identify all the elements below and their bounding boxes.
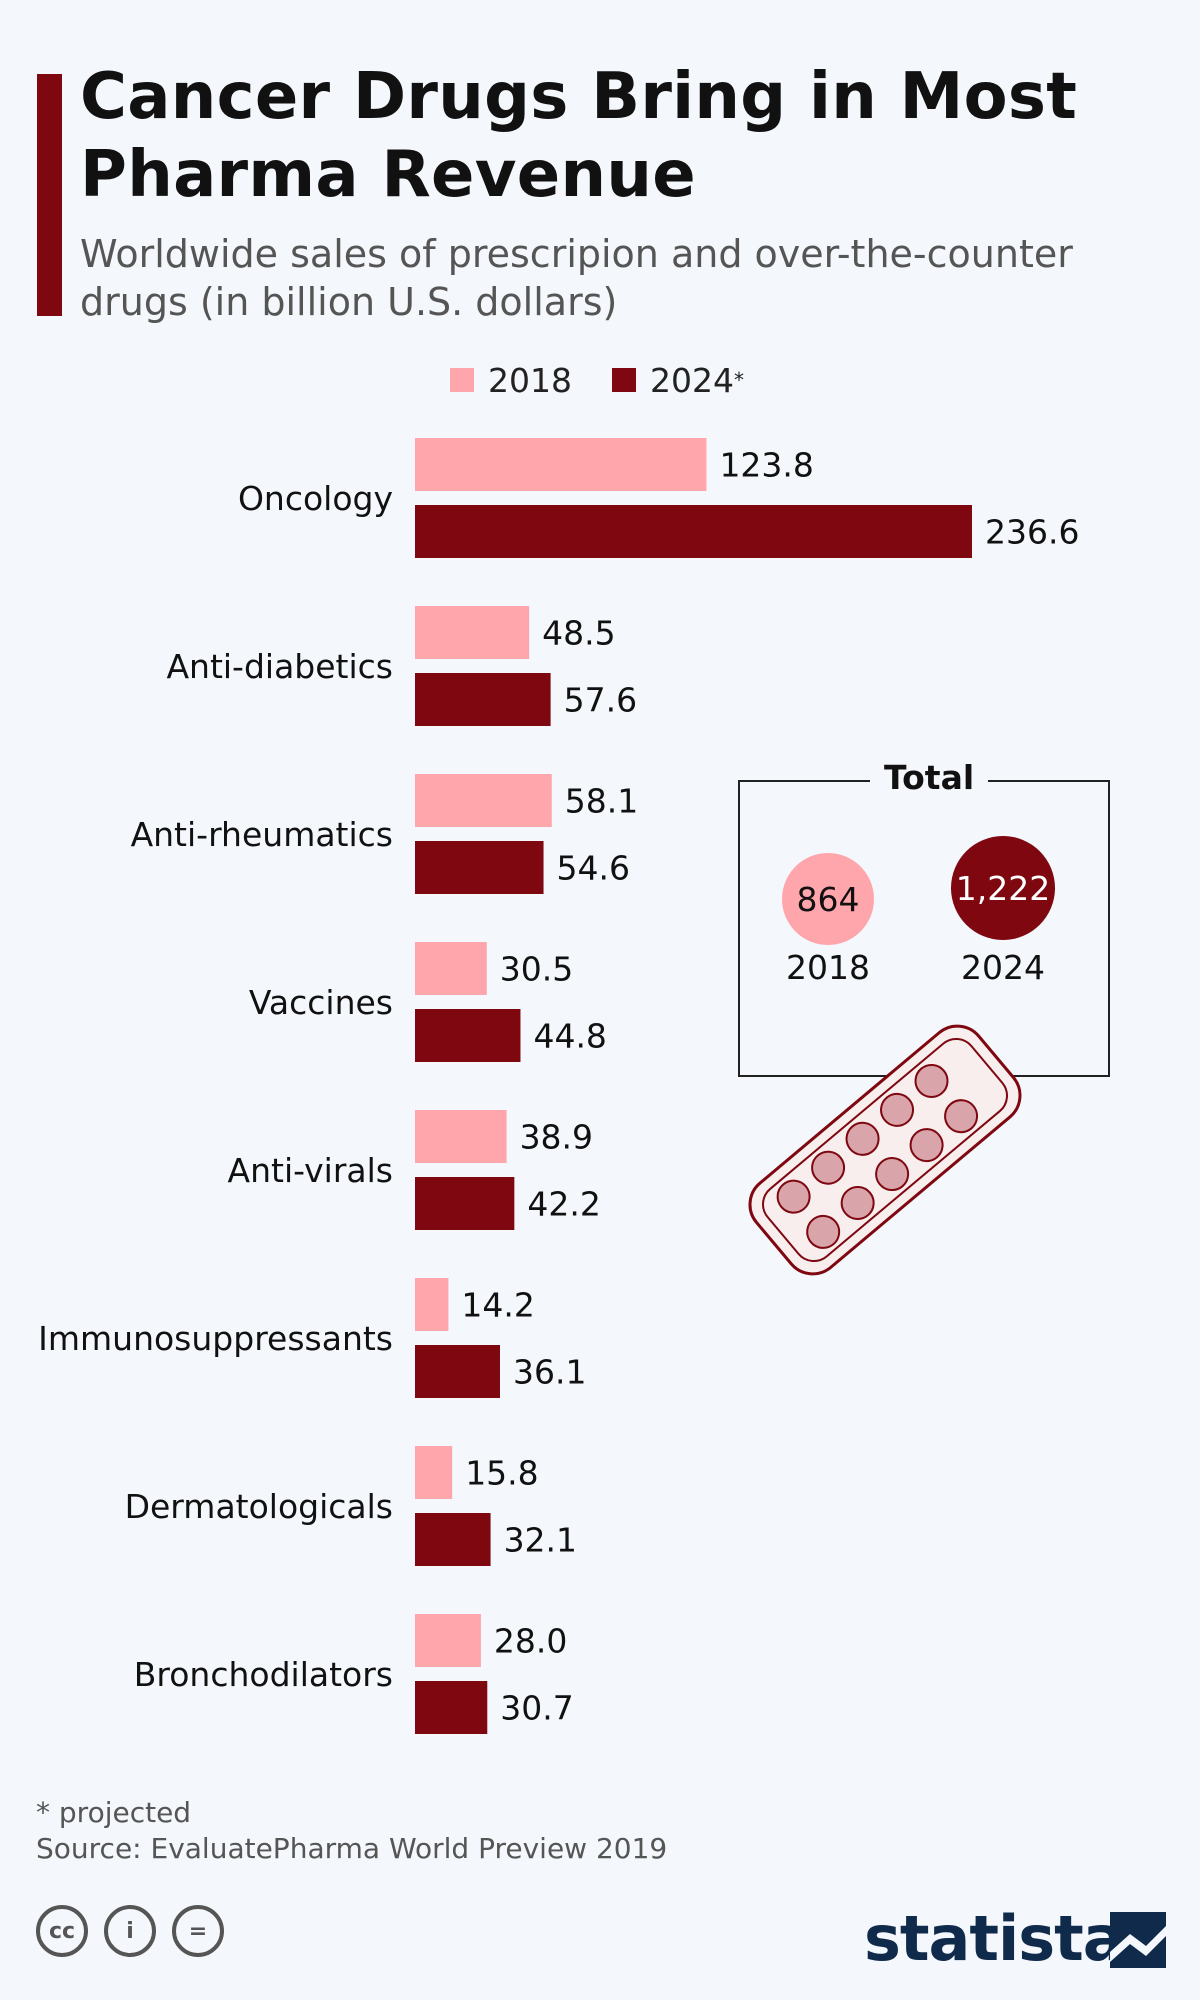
total-value-2018: 864 <box>796 879 860 919</box>
legend-item-2018: 2018 <box>450 361 572 400</box>
bar-anti-rheumatics-2018 <box>415 774 552 827</box>
category-label-oncology: Oncology <box>238 479 393 518</box>
data-label-dermatologicals-2024: 32.1 <box>504 1521 577 1560</box>
total-label: Total <box>870 758 989 797</box>
legend-item-2024: 2024 * <box>611 360 744 400</box>
bar-vaccines-2024 <box>415 1009 521 1062</box>
attribution-icon[interactable]: i <box>104 1905 156 1957</box>
category-label-vaccines: Vaccines <box>249 983 393 1022</box>
category-label-anti-rheumatics: Anti-rheumatics <box>131 815 393 854</box>
data-label-immunosuppressants-2024: 36.1 <box>513 1353 586 1392</box>
category-label-anti-diabetics: Anti-diabetics <box>166 647 393 686</box>
data-label-anti-virals-2024: 42.2 <box>527 1185 600 1224</box>
data-label-oncology-2024: 236.6 <box>985 513 1079 552</box>
projected-note: * projected <box>36 1796 192 1829</box>
category-label-bronchodilators: Bronchodilators <box>134 1655 393 1694</box>
bar-bronchodilators-2018 <box>415 1614 481 1667</box>
bar-dermatologicals-2024 <box>415 1513 491 1566</box>
legend-swatch-2018 <box>450 368 474 392</box>
chart-title: Cancer Drugs Bring in Most Pharma Revenu… <box>80 60 1078 212</box>
license-icons: cc i = <box>36 1905 240 1957</box>
data-label-vaccines-2024: 44.8 <box>533 1017 606 1056</box>
cc-icon[interactable]: cc <box>36 1905 88 1957</box>
total-year-2018: 2018 <box>786 948 870 987</box>
legend-label-2024: 2024 <box>649 360 734 400</box>
category-label-dermatologicals: Dermatologicals <box>125 1487 393 1526</box>
bar-immunosuppressants-2024 <box>415 1345 500 1398</box>
bar-chart: Oncology 123.8 236.6 Anti-diabetics 48.5 57.6… <box>38 438 1079 1734</box>
bar-anti-virals-2024 <box>415 1177 515 1230</box>
bar-vaccines-2018 <box>415 942 487 995</box>
bar-anti-virals-2018 <box>415 1110 507 1163</box>
total-bubble-2018: 864 <box>782 853 874 945</box>
pill-blister-icon <box>748 1024 1022 1276</box>
legend: 2018 2024 * <box>450 360 784 400</box>
source-note: Source: EvaluatePharma World Preview 201… <box>36 1832 668 1865</box>
data-label-bronchodilators-2018: 28.0 <box>494 1622 567 1661</box>
data-label-anti-virals-2018: 38.9 <box>520 1118 593 1157</box>
data-label-bronchodilators-2024: 30.7 <box>500 1689 573 1728</box>
data-label-anti-diabetics-2018: 48.5 <box>542 614 615 653</box>
bar-anti-diabetics-2018 <box>415 606 530 659</box>
bar-bronchodilators-2024 <box>415 1681 488 1734</box>
total-value-2024: 1,222 <box>955 868 1051 908</box>
bar-oncology-2024 <box>415 505 972 558</box>
total-bubble-2024: 1,222 <box>951 836 1055 940</box>
data-label-anti-rheumatics-2024: 54.6 <box>557 849 630 888</box>
total-year-2024: 2024 <box>961 948 1045 987</box>
no-derivatives-icon[interactable]: = <box>172 1905 224 1957</box>
data-label-dermatologicals-2018: 15.8 <box>465 1454 538 1493</box>
bar-dermatologicals-2018 <box>415 1446 453 1499</box>
data-label-anti-rheumatics-2018: 58.1 <box>565 782 638 821</box>
statista-logo-icon[interactable] <box>1110 1912 1166 1968</box>
category-label-immunosuppressants: Immunosuppressants <box>38 1319 393 1358</box>
data-label-anti-diabetics-2024: 57.6 <box>564 681 637 720</box>
bar-oncology-2018 <box>415 438 707 491</box>
bar-anti-rheumatics-2024 <box>415 841 544 894</box>
title-accent-bar <box>37 74 62 316</box>
legend-label-2018: 2018 <box>488 360 572 400</box>
data-label-oncology-2018: 123.8 <box>719 446 813 485</box>
legend-swatch-2024 <box>611 368 636 392</box>
data-label-vaccines-2018: 30.5 <box>500 950 573 989</box>
footnote: * projected Source: EvaluatePharma World… <box>36 1795 667 1867</box>
data-label-immunosuppressants-2018: 14.2 <box>461 1286 534 1325</box>
category-label-anti-virals: Anti-virals <box>228 1151 393 1190</box>
chart-subtitle: Worldwide sales of prescripion and over-… <box>80 232 1073 324</box>
bar-anti-diabetics-2024 <box>415 673 551 726</box>
legend-asterisk: * <box>733 368 744 392</box>
brand-name[interactable]: statista <box>864 1902 1125 1975</box>
bar-immunosuppressants-2018 <box>415 1278 449 1331</box>
